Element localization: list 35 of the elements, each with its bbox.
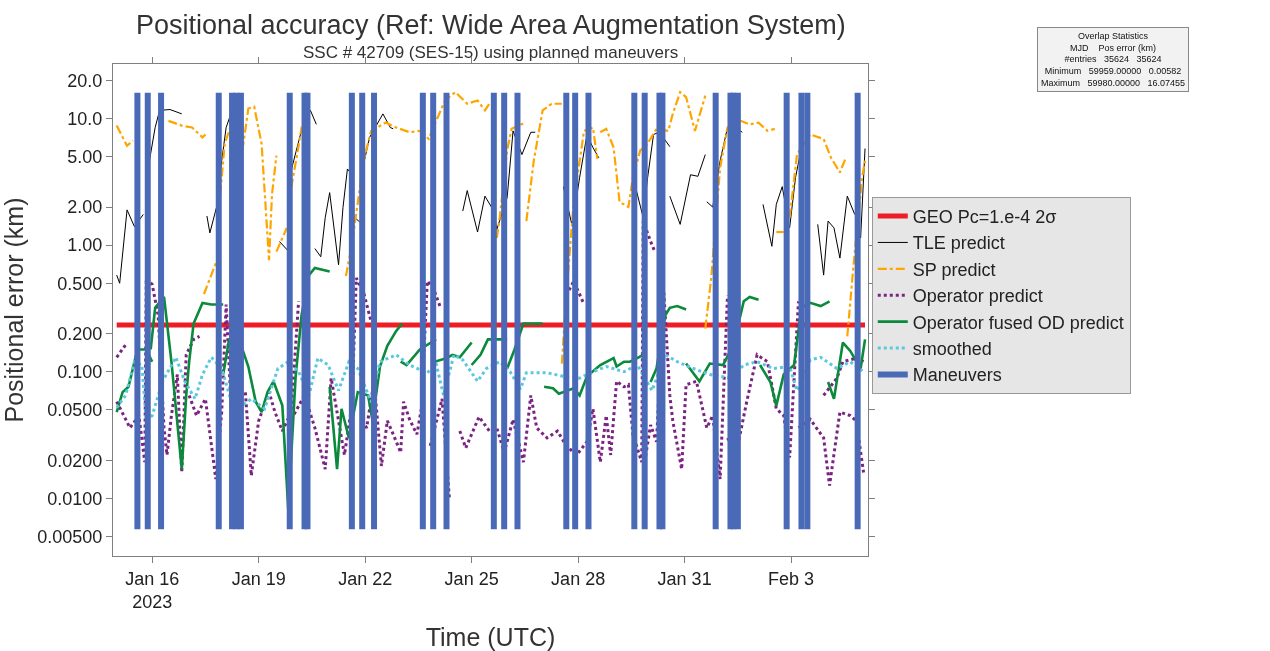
legend-label: smoothed <box>912 339 992 360</box>
y-tick-label: 1.00 <box>67 235 103 256</box>
x-axis-title: Time (UTC) <box>425 623 556 651</box>
x-tick-label: Jan 16 2023 <box>125 568 180 613</box>
legend-label: TLE predict <box>912 233 1005 254</box>
y-tick-label: 0.0100 <box>47 488 103 509</box>
y-tick-label: 10.0 <box>67 108 103 129</box>
y-tick-label: 2.00 <box>67 197 103 218</box>
y-tick-label: 0.0200 <box>47 450 103 471</box>
legend-label: GEO Pc=1.e-4 2σ <box>912 207 1057 228</box>
text: MJD Pos error (km) <box>1070 42 1157 53</box>
x-tick-label: Feb 3 <box>768 568 815 589</box>
legend-label: Operator predict <box>912 286 1043 307</box>
text: Minimum 59959.00000 0.00582 <box>1044 66 1182 77</box>
y-tick-label: 0.500 <box>57 273 103 294</box>
x-tick-label: Jan 22 <box>338 568 393 589</box>
y-tick-label: 0.100 <box>57 362 103 383</box>
chart-title: Positional accuracy (Ref: Wide Area Augmentation System) <box>136 10 846 40</box>
text: Overlap Statistics <box>1078 31 1149 41</box>
x-tick-label: Jan 25 <box>444 568 499 589</box>
chart-subtitle: SSC # 42709 (SES-15) using planned maneuvers <box>303 43 679 62</box>
legend-label: Operator fused OD predict <box>912 312 1124 333</box>
y-axis-title: Positional error (km) <box>0 197 28 423</box>
x-tick-label: Jan 19 <box>231 568 286 589</box>
text: #entries 35624 35624 <box>1064 54 1162 65</box>
y-tick-label: 0.200 <box>57 323 103 344</box>
y-tick-label: 0.0500 <box>47 400 103 421</box>
x-tick-label: Jan 31 <box>657 568 712 589</box>
y-tick-label: 20.0 <box>67 70 103 91</box>
legend-label: SP predict <box>912 259 996 280</box>
x-tick-label: Jan 28 <box>551 568 606 589</box>
text: Maximum 59980.00000 16.07455 <box>1041 77 1186 88</box>
legend-label: Maneuvers <box>912 365 1002 386</box>
y-tick-label: 5.00 <box>67 147 103 167</box>
y-tick-label: 0.00500 <box>37 526 103 547</box>
